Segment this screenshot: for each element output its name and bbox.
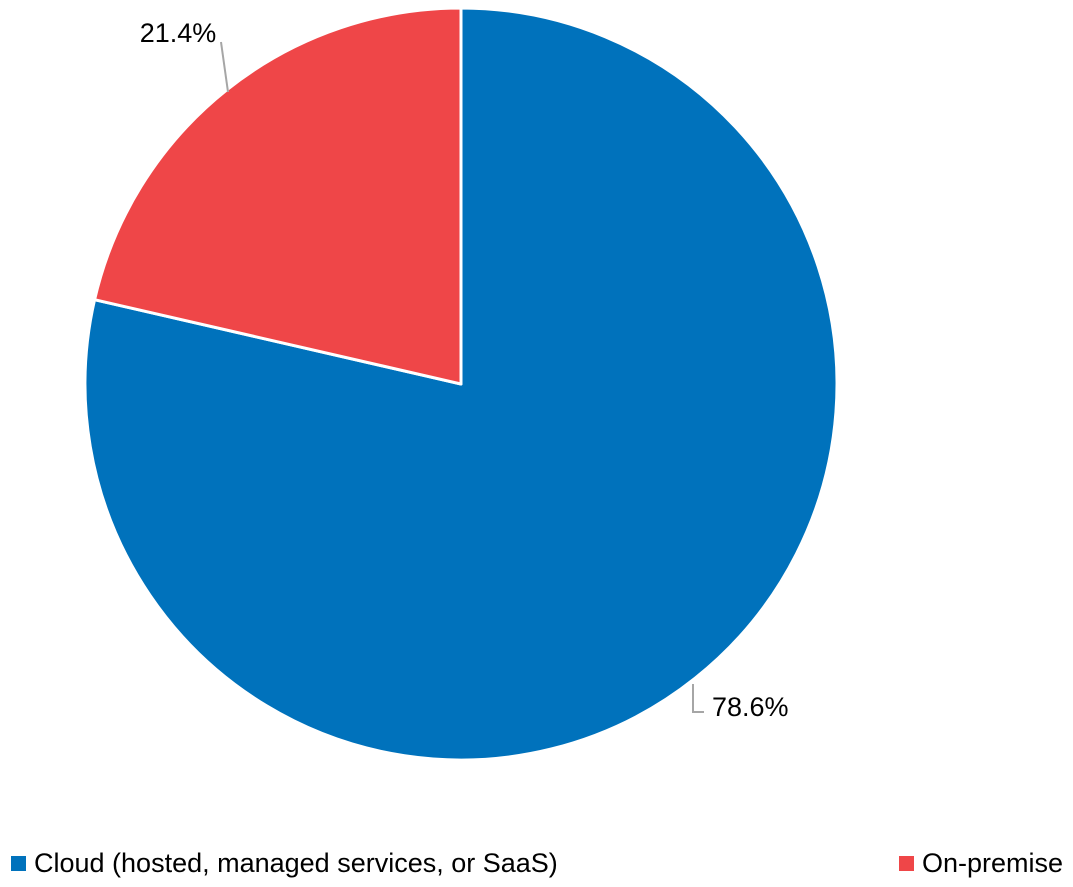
legend-swatch-cloud [10, 855, 27, 872]
data-label-cloud: 78.6% [712, 692, 789, 722]
pie-slices [85, 8, 837, 760]
data-label-on-premise: 21.4% [140, 18, 217, 48]
legend: Cloud (hosted, managed services, or SaaS… [0, 848, 1073, 887]
legend-label-on-premise: On-premise [922, 848, 1063, 879]
legend-item-on-premise: On-premise [898, 848, 1063, 879]
legend-label-cloud: Cloud (hosted, managed services, or SaaS… [34, 848, 558, 879]
legend-swatch-on-premise [898, 855, 915, 872]
leader-line-cloud [693, 684, 704, 712]
legend-item-cloud: Cloud (hosted, managed services, or SaaS… [10, 848, 558, 879]
leader-line-on-premise [221, 42, 228, 92]
